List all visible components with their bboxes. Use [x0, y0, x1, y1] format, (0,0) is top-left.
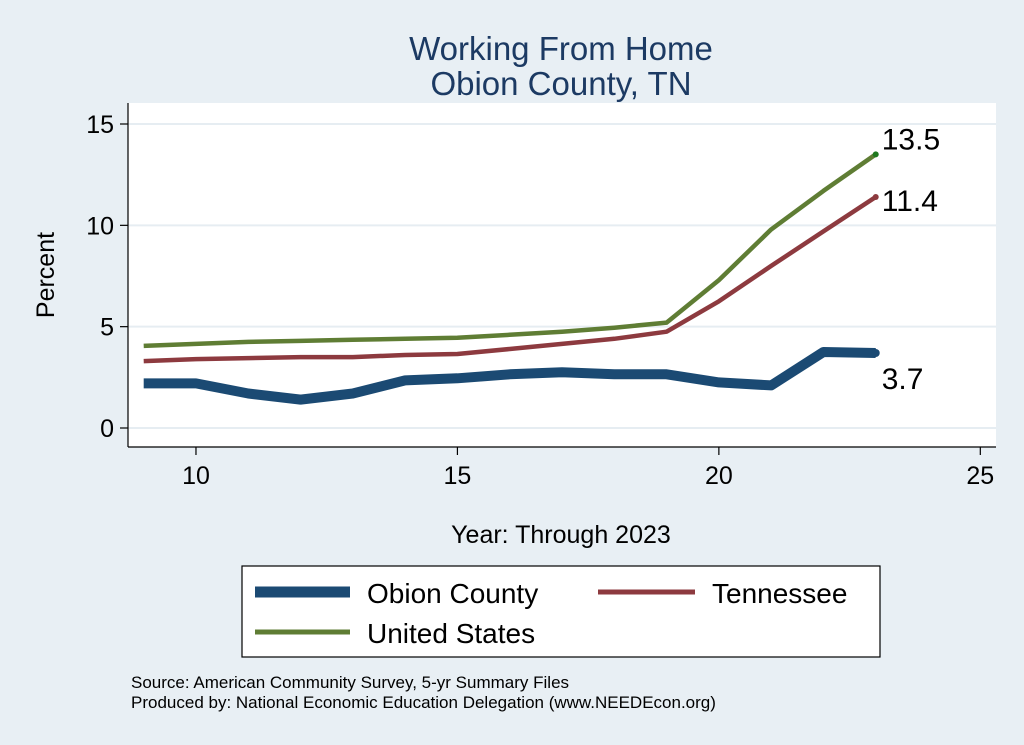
series-end-point-obion-county	[871, 349, 880, 358]
chart-title-line-2: Obion County, TN	[430, 65, 691, 102]
y-tick-label-0: 0	[100, 415, 114, 443]
series-end-point-tennessee	[872, 193, 879, 200]
x-axis-label: Year: Through 2023	[451, 521, 671, 549]
series-line-united-states	[143, 152, 877, 349]
x-tick-label-15: 15	[444, 462, 472, 490]
chart-title-line-1: Working From Home	[409, 30, 713, 67]
produced-by-note: Produced by: National Economic Education…	[131, 693, 716, 712]
y-axis-label: Percent	[32, 232, 60, 318]
legend-label-united-states: United States	[367, 618, 535, 649]
y-tick-label-15: 15	[86, 111, 114, 139]
x-tick-label-10: 10	[182, 462, 210, 490]
gridlines	[128, 123, 996, 429]
plot-area	[128, 103, 996, 447]
legend-label-tennessee: Tennessee	[712, 578, 847, 609]
legend-label-obion-county: Obion County	[367, 578, 538, 609]
end-label-obion-county: 3.7	[882, 363, 924, 396]
end-label-tennessee: 11.4	[882, 185, 938, 218]
series-end-point-united-states	[872, 151, 879, 158]
y-tick-label-5: 5	[100, 314, 114, 342]
end-label-united-states: 13.5	[882, 123, 940, 156]
legend-box	[241, 565, 881, 658]
y-tick-label-10: 10	[86, 212, 114, 240]
series-lines	[143, 151, 880, 405]
series-line-obion-county	[143, 347, 876, 405]
x-tick-label-25: 25	[966, 462, 994, 490]
series-line-tennessee	[143, 195, 877, 364]
axis-ticks: 0 5 10 15 10 15 20 25	[86, 111, 994, 490]
source-note: Source: American Community Survey, 5-yr …	[131, 673, 569, 692]
x-tick-label-20: 20	[705, 462, 733, 490]
end-labels: 3.7 11.4 13.5	[882, 123, 940, 396]
